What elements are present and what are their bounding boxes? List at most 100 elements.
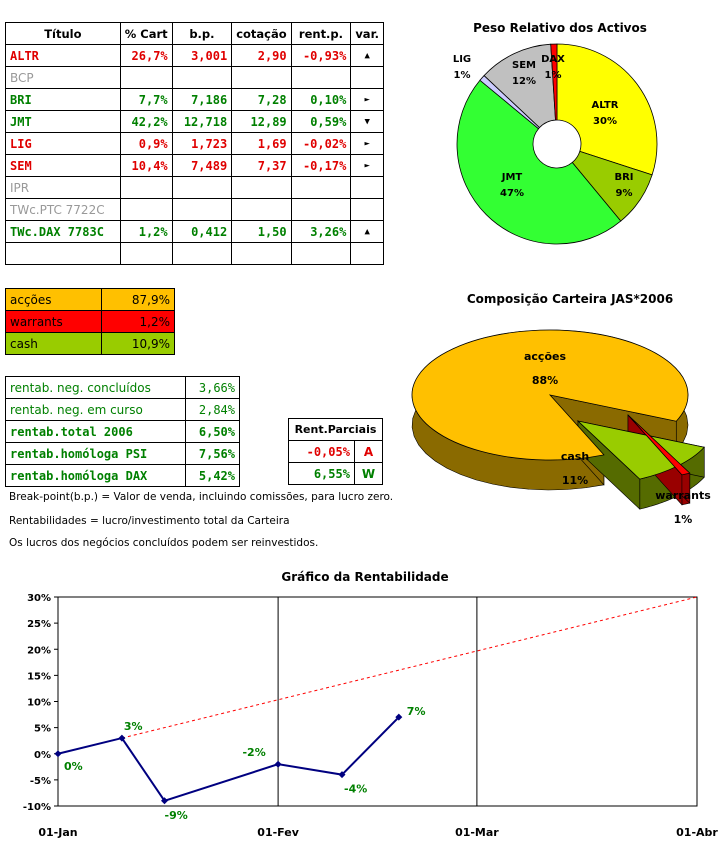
return-row: rentab. neg. concluídos 3,66% xyxy=(5,376,241,399)
portfolio-composition-pie-chart: acções 88% cash 11% warrants 1% xyxy=(411,329,711,526)
portfolio-cell-var: ▲ xyxy=(350,220,384,243)
portfolio-cell-cot: 1,69 xyxy=(231,132,292,155)
col-header-titulo: Título xyxy=(5,22,121,45)
portfolio-cell-bp: 0,412 xyxy=(171,220,233,243)
x-tick-label: 01-Fev xyxy=(257,826,299,839)
data-point xyxy=(118,734,126,742)
portfolio-cell-rent xyxy=(290,66,352,89)
portfolio-row: TWc.DAX 7783C 1,2% 0,412 1,50 3,26% ▲ xyxy=(5,220,384,243)
pie1-pct: 12% xyxy=(512,76,536,87)
portfolio-cell-rent: 0,10% xyxy=(290,88,352,111)
portfolio-cell-cart: 42,2% xyxy=(119,110,173,133)
portfolio-cell-bp: 1,723 xyxy=(171,132,233,155)
y-tick-label: 10% xyxy=(27,698,51,709)
col-header-rent: rent.p. xyxy=(290,22,352,45)
portfolio-cell-var xyxy=(350,198,384,221)
portfolio-cell-cot xyxy=(231,176,292,199)
portfolio-row: JMT 42,2% 12,718 12,89 0,59% ▼ xyxy=(5,110,384,133)
partials-table: Rent.Parciais -0,05% A 6,55% W xyxy=(288,418,384,485)
portfolio-cell-cart xyxy=(119,176,173,199)
portfolio-cell-title: BRI xyxy=(5,88,121,111)
data-point xyxy=(54,750,62,758)
portfolio-cell-title: IPR xyxy=(5,176,121,199)
portfolio-cell-title: SEM xyxy=(5,154,121,177)
allocation-table: acções 87,9% warrants 1,2% cash 10,9% xyxy=(5,288,176,355)
portfolio-cell-var: ► xyxy=(350,132,384,155)
portfolio-cell-bp xyxy=(171,176,233,199)
portfolio-cell-cart xyxy=(119,198,173,221)
portfolio-row: BCP xyxy=(5,66,384,89)
pie2-pct: 1% xyxy=(674,513,693,526)
partial-value: -0,05% xyxy=(288,440,355,463)
y-tick-label: 30% xyxy=(27,593,51,604)
col-header-cotacao: cotação xyxy=(231,22,292,45)
portfolio-cell-cart xyxy=(119,242,173,265)
portfolio-cell-cart: 1,2% xyxy=(119,220,173,243)
portfolio-cell-rent: -0,02% xyxy=(290,132,352,155)
return-row: rentab.homóloga PSI 7,56% xyxy=(5,442,241,465)
note-breakpoint: Break-point(b.p.) = Valor de venda, incl… xyxy=(9,491,394,503)
portfolio-cell-cart: 0,9% xyxy=(119,132,173,155)
portfolio-row: TWc.PTC 7722C xyxy=(5,198,384,221)
portfolio-cell-cot xyxy=(231,242,292,265)
portfolio-cell-rent xyxy=(290,242,352,265)
portfolio-cell-cart xyxy=(119,66,173,89)
x-tick-label: 01-Abr xyxy=(676,826,718,839)
asset-weight-pie-chart: ALTR 30% BRI 9% JMT 47% LIG 1% SEM 12% DAX 1% xyxy=(453,43,658,245)
portfolio-cell-cart: 10,4% xyxy=(119,154,173,177)
portfolio-cell-var xyxy=(350,66,384,89)
col-header-var: var. xyxy=(350,22,384,45)
portfolio-cell-title xyxy=(5,242,121,265)
portfolio-cell-cot: 2,90 xyxy=(231,44,292,67)
portfolio-cell-var: ► xyxy=(350,154,384,177)
data-label: -4% xyxy=(344,783,367,796)
x-tick-label: 01-Jan xyxy=(38,826,77,839)
portfolio-cell-rent xyxy=(290,198,352,221)
portfolio-cell-title: JMT xyxy=(5,110,121,133)
pie2-label: cash xyxy=(561,450,589,463)
portfolio-cell-cot: 12,89 xyxy=(231,110,292,133)
data-point xyxy=(395,713,403,721)
portfolio-cell-bp: 7,489 xyxy=(171,154,233,177)
pie1-pct: 47% xyxy=(500,188,524,199)
partial-row: 6,55% W xyxy=(288,462,384,485)
data-label: 0% xyxy=(64,760,83,773)
reference-line xyxy=(57,596,698,755)
portfolio-cell-title: ALTR xyxy=(5,44,121,67)
partial-letter: A xyxy=(353,440,384,463)
y-tick-label: 15% xyxy=(27,671,51,682)
pie2-title: Composição Carteira JAS*2006 xyxy=(466,292,674,306)
allocation-label: warrants xyxy=(5,310,102,333)
pie1-pct: 1% xyxy=(454,70,471,81)
portfolio-row: BRI 7,7% 7,186 7,28 0,10% ► xyxy=(5,88,384,111)
allocation-value: 1,2% xyxy=(100,310,176,333)
portfolio-cell-title: TWc.DAX 7783C xyxy=(5,220,121,243)
portfolio-row: LIG 0,9% 1,723 1,69 -0,02% ► xyxy=(5,132,384,155)
return-value: 6,50% xyxy=(184,420,241,443)
portfolio-cell-bp xyxy=(171,198,233,221)
portfolio-cell-bp: 7,186 xyxy=(171,88,233,111)
pie2-label: warrants xyxy=(655,489,711,502)
data-point xyxy=(161,797,168,805)
portfolio-cell-rent xyxy=(290,176,352,199)
pie1-title: Peso Relativo dos Activos xyxy=(473,21,647,35)
partials-header: Rent.Parciais xyxy=(288,418,383,441)
returns-table: rentab. neg. concluídos 3,66% rentab. neg.… xyxy=(5,376,241,487)
data-label: 3% xyxy=(124,720,143,733)
return-value: 5,42% xyxy=(184,464,241,487)
pie1-label: LIG xyxy=(453,54,471,65)
pie1-slice-jmt xyxy=(456,79,622,245)
portfolio-cell-bp: 3,001 xyxy=(171,44,233,67)
portfolio-cell-rent: 3,26% xyxy=(290,220,352,243)
portfolio-cell-var: ▼ xyxy=(350,110,384,133)
allocation-row: cash 10,9% xyxy=(5,332,176,355)
portfolio-cell-rent: -0,93% xyxy=(290,44,352,67)
pie1-slice-dax xyxy=(550,43,558,121)
portfolio-cell-bp xyxy=(171,66,233,89)
portfolio-row: SEM 10,4% 7,489 7,37 -0,17% ► xyxy=(5,154,384,177)
pie2-pct: 11% xyxy=(562,474,588,487)
allocation-value: 10,9% xyxy=(100,332,176,355)
portfolio-row: ALTR 26,7% 3,001 2,90 -0,93% ▲ xyxy=(5,44,384,67)
portfolio-cell-title: BCP xyxy=(5,66,121,89)
data-label: -2% xyxy=(242,746,265,759)
